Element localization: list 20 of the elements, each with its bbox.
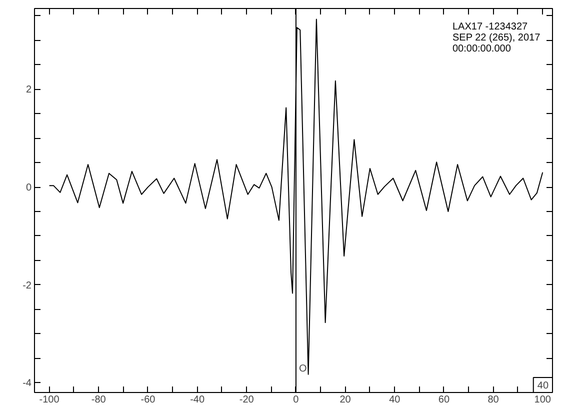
x-tick-label: 40 [389, 394, 401, 406]
x-tick-label: 0 [293, 394, 300, 406]
x-tick-label: 100 [534, 394, 552, 406]
y-tick-label: -4 [22, 378, 32, 390]
x-tick-label: -100 [39, 394, 60, 406]
x-tick-label: -20 [239, 394, 254, 406]
x-tick-label: -60 [140, 394, 156, 406]
annotation: SEP 22 (265), 2017 [452, 32, 541, 44]
x-tick-label: -40 [190, 394, 205, 406]
y-tick-label: 0 [26, 182, 32, 194]
x-tick-label: 60 [438, 394, 450, 406]
x-tick-label: -80 [91, 394, 106, 406]
y-tick-label: 2 [26, 84, 32, 96]
annotation: LAX17 -1234327 [452, 22, 528, 32]
ref-line-label: O [298, 364, 307, 374]
x-tick-label: 80 [488, 394, 500, 406]
annotation: 00:00:00.000 [452, 44, 512, 54]
x-tick-label: 20 [340, 394, 352, 406]
y-tick-label: -2 [22, 280, 32, 292]
annotation: 40 [537, 380, 549, 392]
